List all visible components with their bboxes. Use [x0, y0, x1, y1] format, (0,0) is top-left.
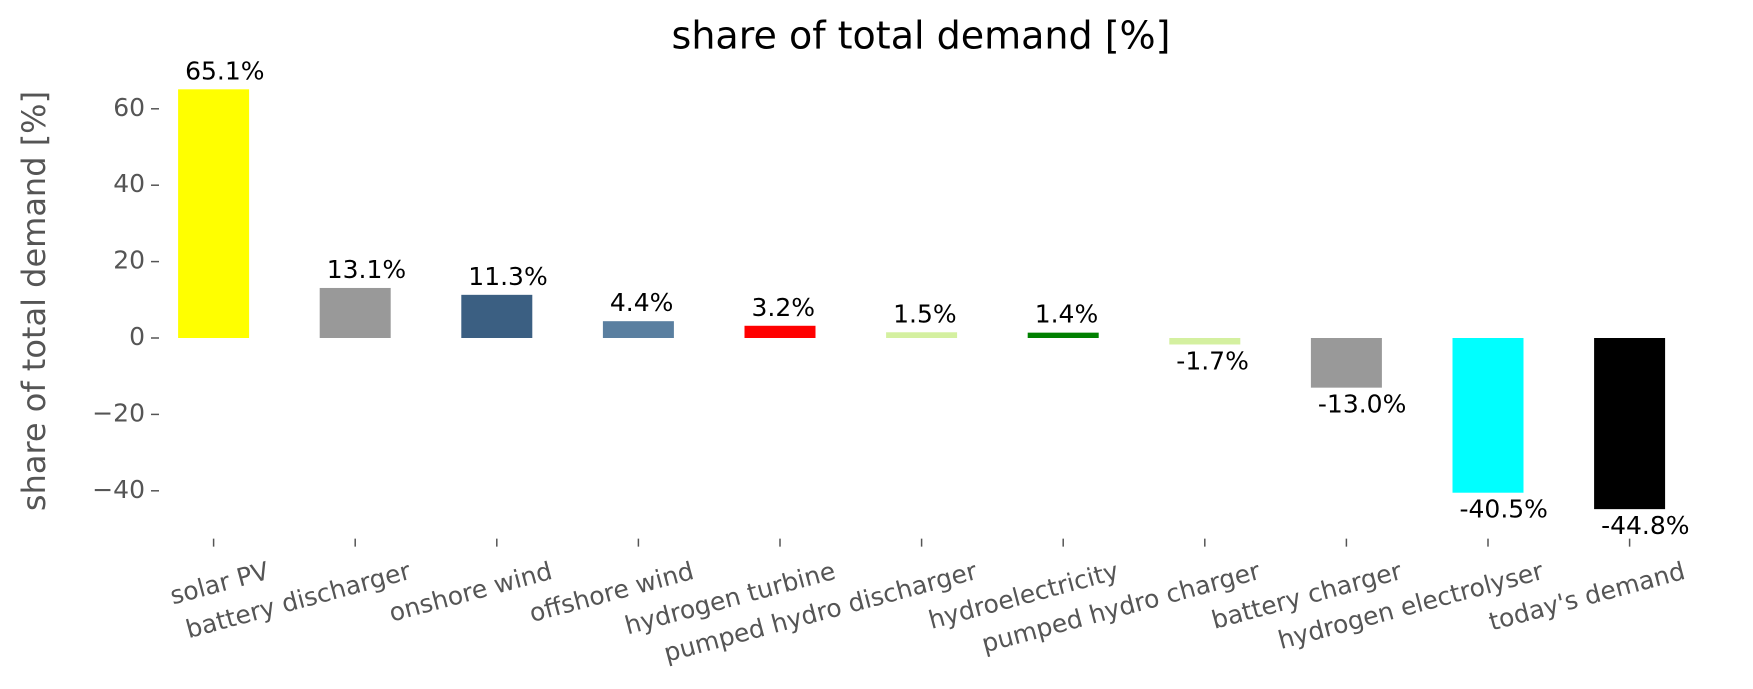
- value-label: 1.5%: [893, 299, 957, 328]
- value-label: 3.2%: [752, 293, 816, 322]
- bar: [1594, 338, 1666, 510]
- y-tick-label: −20: [92, 398, 145, 427]
- value-label: -40.5%: [1460, 495, 1548, 524]
- value-label: -13.0%: [1318, 390, 1406, 419]
- bar: [1027, 332, 1099, 338]
- y-tick-label: 60: [113, 93, 145, 122]
- bar: [461, 294, 533, 338]
- value-label: 4.4%: [610, 288, 674, 317]
- bar: [178, 89, 250, 339]
- bar: [744, 325, 816, 338]
- value-label: 11.3%: [468, 262, 547, 291]
- value-label: -44.8%: [1601, 511, 1689, 540]
- y-tick-label: 40: [113, 169, 145, 198]
- bar: [1169, 338, 1241, 345]
- bar: [319, 287, 391, 338]
- bar: [602, 321, 674, 338]
- value-label: -1.7%: [1176, 346, 1249, 375]
- chart-title: share of total demand [%]: [672, 14, 1171, 58]
- y-tick-label: 20: [113, 246, 145, 275]
- y-axis-label: share of total demand [%]: [15, 91, 53, 511]
- bar: [1310, 338, 1382, 388]
- bar: [886, 332, 958, 338]
- y-tick-label: −40: [92, 475, 145, 504]
- bar: [1452, 338, 1524, 493]
- value-label: 13.1%: [327, 255, 406, 284]
- value-label: 65.1%: [185, 56, 264, 85]
- y-tick-label: 0: [129, 322, 145, 351]
- value-label: 1.4%: [1035, 300, 1099, 329]
